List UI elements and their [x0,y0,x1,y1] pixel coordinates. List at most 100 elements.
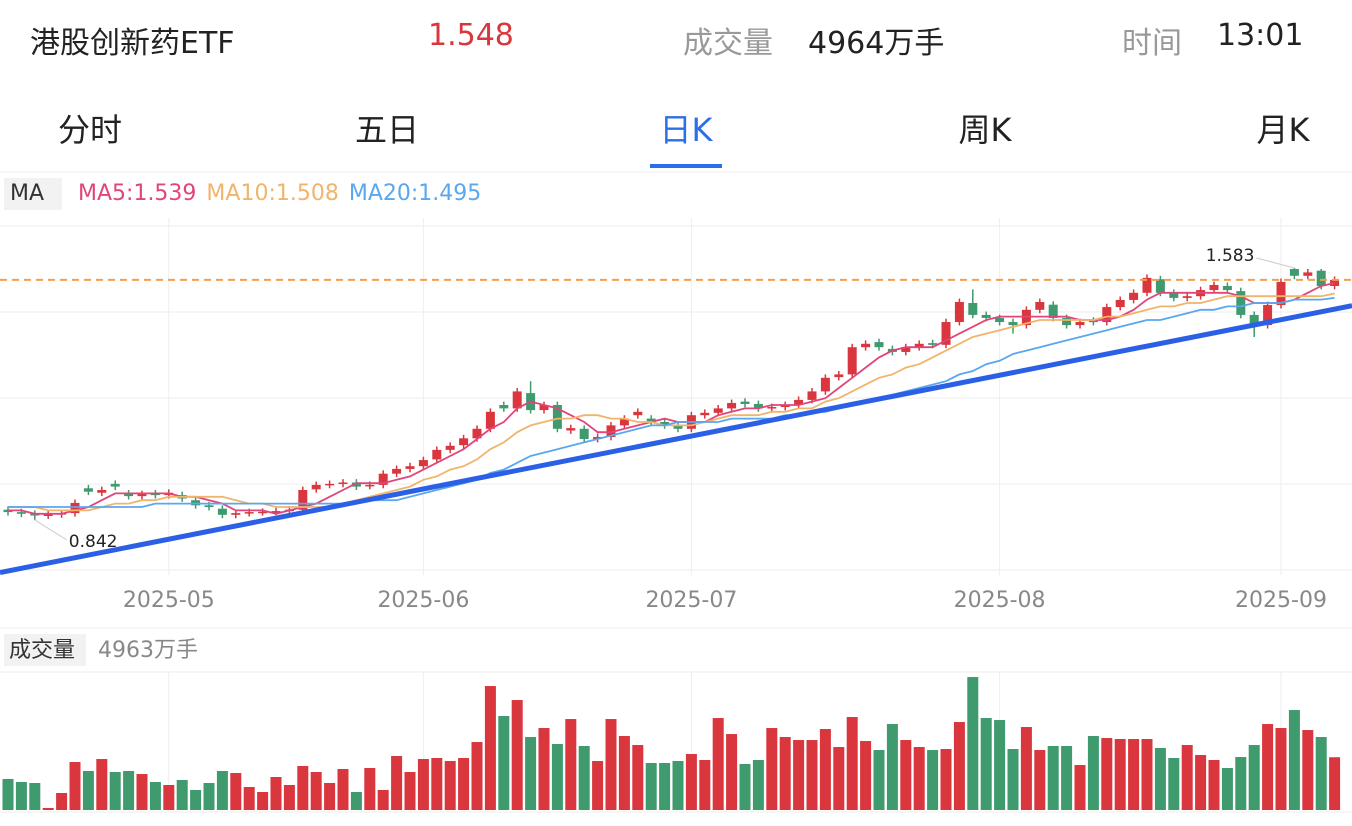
volume-bar [1208,760,1220,810]
volume-bar [310,772,322,810]
tab[interactable]: 分时 [57,111,123,149]
volume-value: 4963万手 [98,638,198,663]
candle-body [834,374,844,378]
candle-body [244,512,254,514]
volume-bar [538,728,550,810]
candle-body [1182,296,1192,298]
volume-bar [1275,728,1287,810]
candle-body [298,490,308,510]
candle-body [1062,317,1072,326]
volume: 4964万手 [808,26,945,61]
volume-bar [2,779,14,810]
ma-line [8,292,1335,512]
candle-body [914,343,924,348]
volume-bar [498,716,510,810]
volume-bar [1315,737,1327,810]
volume-bar [431,758,443,810]
volume-bar [833,747,845,810]
volume-bar [645,763,657,810]
trend-line [0,303,1352,575]
high-leader [1256,257,1295,269]
candle-body [338,482,348,485]
candle-body [1169,292,1179,298]
candle-body [619,418,629,426]
volume-bar [1302,730,1314,810]
volume-bar [458,758,470,810]
volume-bar [1288,710,1300,810]
candle-body [472,428,482,439]
candle-body [97,490,107,493]
tab[interactable]: 周K [958,111,1012,149]
candle-body [1249,314,1259,326]
tab[interactable]: 日K [659,111,713,149]
candle-body [1303,272,1313,276]
candle-body [499,405,509,409]
volume-bar [1087,736,1099,810]
price: 1.548 [428,18,514,53]
candle-body [1142,277,1152,293]
candle-body [874,342,884,348]
candle-body [794,399,804,405]
volume-bar [471,742,483,810]
volume-bar [149,782,161,810]
candle-body [124,493,134,497]
candle-body [258,511,268,514]
volume-bar [283,785,295,810]
candle-body [1316,270,1326,286]
candle-body [633,411,643,416]
volume-bar [1101,738,1113,810]
volume-bar [1221,768,1233,810]
volume-bar [270,777,282,810]
candle-body [646,418,656,422]
volume-bar [404,772,416,810]
volume-bar [82,771,94,810]
volume-bar [216,771,228,810]
volume-bar [806,740,818,810]
volume-bar [42,808,54,810]
candle-body [1048,304,1058,318]
ma-line [8,297,1335,508]
candle-body [1008,322,1018,326]
candle-body [767,407,777,409]
volume-bar [1262,724,1274,810]
tab[interactable]: 五日 [354,111,420,149]
candle-body [968,303,978,315]
candle-body [405,466,415,469]
volume-bar [846,717,858,810]
candle-body [1035,301,1045,310]
candle-body [1222,286,1232,291]
low-leader [34,519,68,541]
legend-entry: MA10:1.508 [206,181,338,206]
fund-name: 港股创新药ETF [30,26,235,61]
volume-bar [685,754,697,810]
volume-bar [230,773,242,810]
candle-body [539,405,549,411]
candle-body [1289,269,1299,276]
candle-body [70,502,80,514]
legend-entry: MA5:1.539 [78,181,196,206]
volume-bar [29,783,41,810]
candle-body [579,428,589,439]
tab[interactable]: 月K [1256,111,1310,149]
legend-entry: MA20:1.495 [349,181,481,206]
candle-body [311,484,321,490]
volume-bar [752,760,764,810]
volume-bar [525,737,537,810]
candle-body [566,428,576,431]
x-tick-label: 2025-09 [1235,588,1327,613]
volume-bar [592,761,604,810]
volume-bar [1074,765,1086,810]
candle-body [1129,292,1139,300]
candle-body [727,402,737,409]
volume-bar [1181,745,1193,810]
volume-bar [176,780,188,810]
volume-bar [337,769,349,810]
volume-bar [1329,757,1341,810]
volume-bar [1235,757,1247,810]
volume-bar [484,686,496,810]
volume-bar [940,749,952,810]
volume-bar [886,724,898,810]
candle-body [753,403,763,409]
